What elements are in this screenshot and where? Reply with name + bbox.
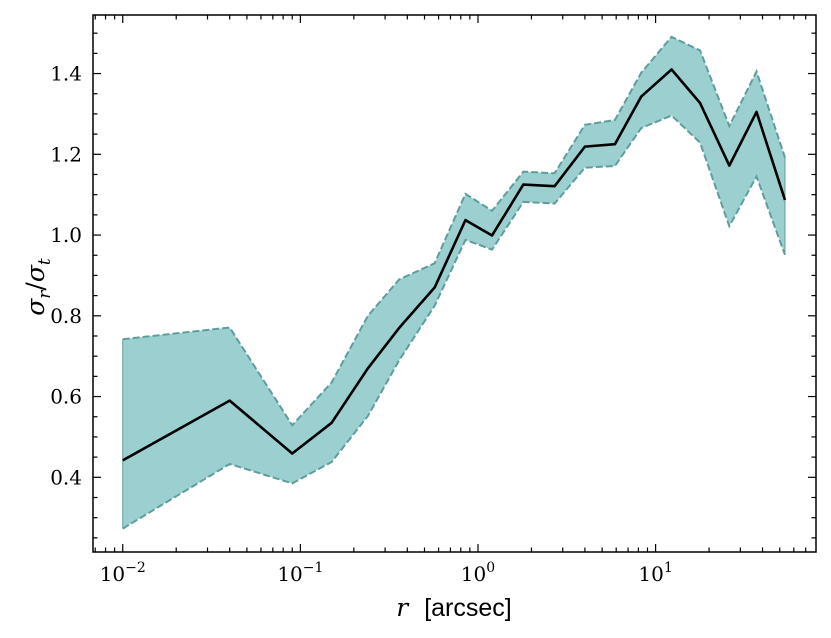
y-tick-label: 0.6 <box>50 385 82 409</box>
x-tick-base: 10 <box>461 562 486 586</box>
x-tick-base: 10 <box>638 562 663 586</box>
band-lower-edge <box>122 114 786 530</box>
x-tick-label: 10−1 <box>277 560 323 586</box>
y-axis-label: σr/σt <box>21 258 55 316</box>
x-tick-exponent: −1 <box>303 560 324 576</box>
band-upper-edge <box>122 35 786 427</box>
y-tick-label: 1.0 <box>50 223 82 247</box>
ticks <box>93 15 816 552</box>
y-tick-label: 0.4 <box>50 465 82 489</box>
y-label-numerator: σ <box>21 298 50 316</box>
y-label-denominator: σ <box>21 264 50 282</box>
x-axis-label: r [arcsec] <box>396 593 511 622</box>
band-fill <box>122 36 785 529</box>
y-label-numerator-sub: r <box>35 290 55 299</box>
y-label-denominator-sub: t <box>35 258 55 265</box>
x-tick-label: 10−2 <box>100 560 146 586</box>
x-tick-exponent: 0 <box>486 560 495 576</box>
x-tick-base: 10 <box>277 562 302 586</box>
confidence-band <box>122 35 786 530</box>
y-tick-label: 1.2 <box>50 142 82 166</box>
x-tick-exponent: −2 <box>125 560 146 576</box>
x-tick-label: 100 <box>461 560 495 586</box>
y-tick-label: 1.4 <box>50 62 82 86</box>
svg-text:σr/σt: σr/σt <box>21 258 55 316</box>
x-tick-labels: 10−2 10−1 100 101 <box>100 560 673 586</box>
x-tick-base: 10 <box>100 562 125 586</box>
plot-frame <box>92 14 817 553</box>
x-tick-exponent: 1 <box>664 560 673 576</box>
y-tick-labels: 0.4 0.6 0.8 1.0 1.2 1.4 <box>50 62 82 490</box>
series-line-layer <box>122 68 787 462</box>
x-axis-symbol: r <box>396 593 410 622</box>
x-axis-unit: [arcsec] <box>424 594 512 622</box>
x-tick-label: 101 <box>638 560 672 586</box>
y-tick-label: 0.8 <box>50 304 82 328</box>
series-line <box>122 68 787 462</box>
y-label-slash: / <box>21 282 50 291</box>
